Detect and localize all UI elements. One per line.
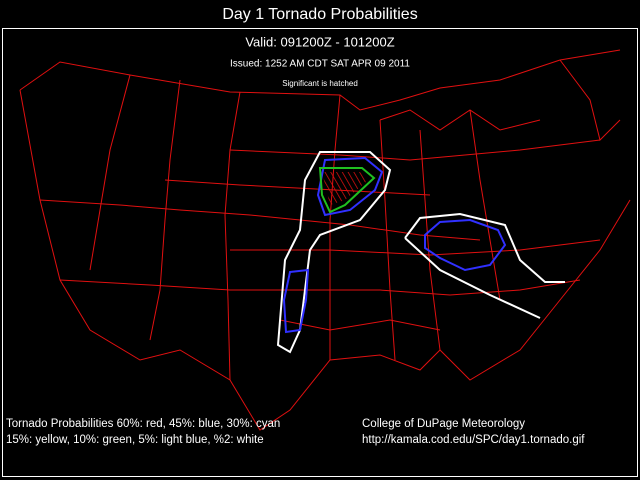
contour-2pct: [276, 151, 392, 354]
map-frame: [2, 28, 638, 477]
significant-hatch: [322, 172, 368, 205]
contour-10pct: [318, 167, 376, 214]
outlook-contours: [276, 151, 565, 354]
valid-time: Valid: 091200Z - 101200Z: [245, 34, 394, 49]
issued-time: Issued: 1252 AM CDT SAT APR 09 2011: [230, 59, 410, 70]
credit-line: College of DuPage Meteorology: [362, 418, 525, 430]
contour-5pct: [282, 268, 310, 334]
contour-5pct: [424, 218, 507, 272]
state-boundaries: [19, 49, 631, 431]
legend-line: 15%: yellow, 10%: green, 5%: light blue,…: [6, 434, 264, 446]
hatch-note: Significant is hatched: [282, 79, 358, 88]
legend-line: Tornado Probabilities 60%: red, 45%: blu…: [6, 418, 280, 430]
contour-2pct: [404, 212, 565, 319]
credit-url: http://kamala.cod.edu/SPC/day1.tornado.g…: [362, 434, 585, 446]
contour-5pct: [316, 156, 384, 217]
map-title: Day 1 Tornado Probabilities: [222, 6, 417, 23]
